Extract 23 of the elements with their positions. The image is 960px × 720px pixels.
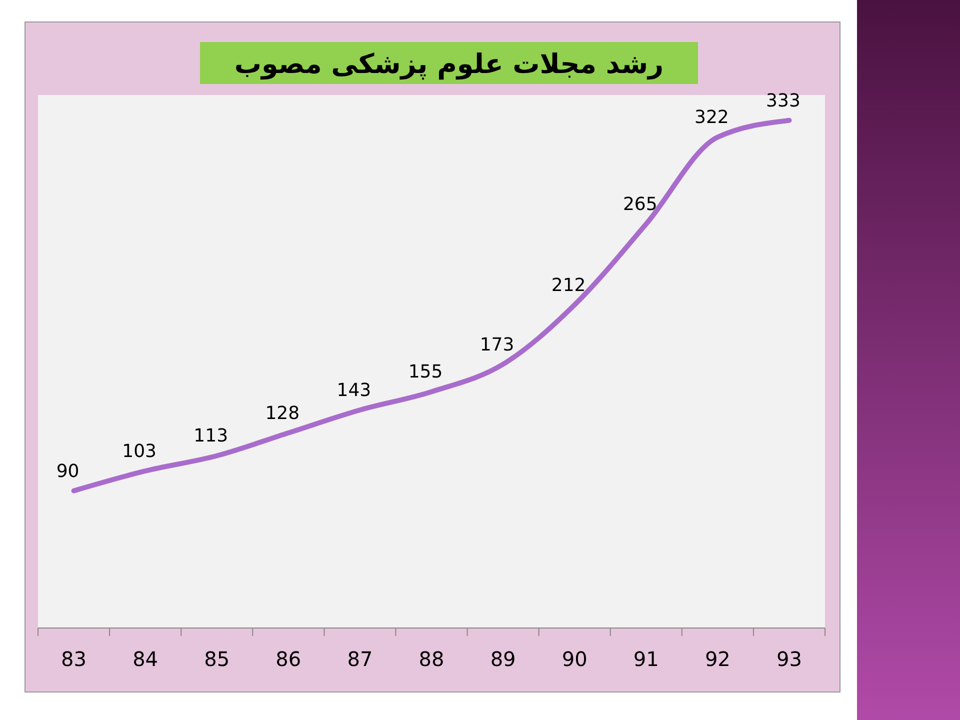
data-label: 265 (622, 194, 658, 216)
data-label: 143 (336, 380, 372, 402)
x-tick-label: 91 (633, 647, 659, 671)
x-tick-label: 90 (562, 647, 588, 671)
x-tick-label: 83 (61, 647, 86, 671)
x-tick-label: 86 (276, 647, 302, 671)
x-tick-label: 87 (347, 647, 373, 671)
data-label: 103 (122, 440, 156, 462)
x-tick-label: 84 (132, 647, 158, 671)
data-label: 128 (265, 402, 300, 424)
data-label: 90 (56, 460, 80, 482)
data-label: 173 (480, 334, 514, 356)
x-tick-label: 92 (704, 647, 730, 671)
x-tick-label: 88 (418, 647, 444, 671)
data-label: 322 (694, 107, 729, 128)
data-label: 155 (408, 362, 443, 383)
data-label: 212 (551, 274, 586, 296)
data-label: 113 (194, 426, 228, 447)
x-tick-label: 89 (490, 647, 516, 671)
chart-title: رشد مجلات علوم پزشکی مصوب (234, 49, 664, 80)
data-label: 333 (766, 90, 800, 112)
x-tick-label: 93 (776, 647, 802, 671)
x-tick-label: 85 (204, 647, 230, 671)
